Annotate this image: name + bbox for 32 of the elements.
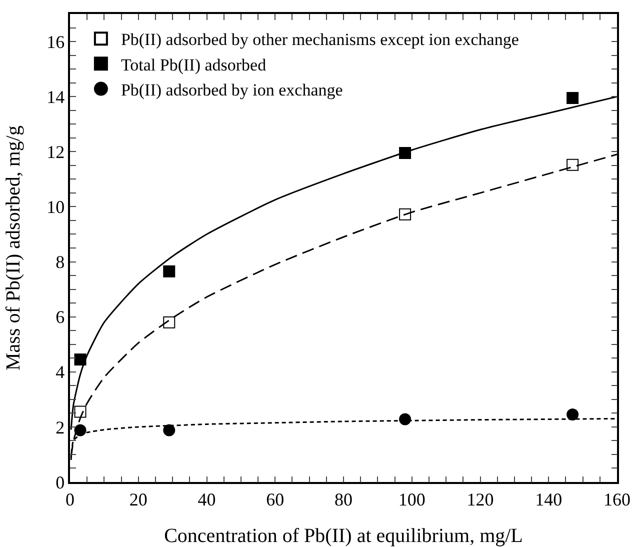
point [399, 413, 412, 426]
point [74, 353, 86, 366]
y-axis-title: Mass of Pb(II) adsorbed, mg/g [2, 126, 24, 370]
y-tick-label: 6 [56, 307, 65, 328]
x-axis-title: Concentration of Pb(II) at equilibrium, mg/L [164, 525, 523, 547]
point [163, 424, 176, 436]
y-tick-label: 14 [46, 86, 65, 107]
y-tick-label: 8 [56, 252, 65, 272]
point [566, 408, 579, 421]
y-tick-label: 2 [56, 417, 65, 438]
x-tick-label: 40 [198, 489, 216, 510]
legend-label: Total Pb(II) adsorbed [120, 55, 267, 74]
x-tick-label: 100 [398, 489, 426, 510]
point [566, 158, 579, 171]
point [163, 316, 176, 328]
y-tick-label: 0 [56, 472, 65, 492]
y-tick-label: 10 [46, 197, 65, 218]
point [399, 208, 412, 220]
x-tick-label: 120 [466, 489, 494, 510]
point [163, 265, 176, 278]
x-tick-label: 60 [266, 489, 284, 510]
x-tick-label: 20 [129, 489, 148, 510]
x-tick-label: 160 [604, 489, 630, 510]
x-tick-label: 80 [334, 489, 352, 510]
point [74, 406, 86, 418]
point [566, 92, 579, 104]
y-tick-label: 4 [56, 362, 65, 382]
x-tick-label: 140 [535, 489, 562, 510]
y-tick-label: 16 [46, 32, 65, 52]
legend-label: Pb(II) adsorbed by ion exchange [120, 80, 343, 100]
legend-label: Pb(II) adsorbed by other mechanisms except ion exchange [120, 30, 519, 50]
y-tick-label: 12 [46, 142, 65, 162]
